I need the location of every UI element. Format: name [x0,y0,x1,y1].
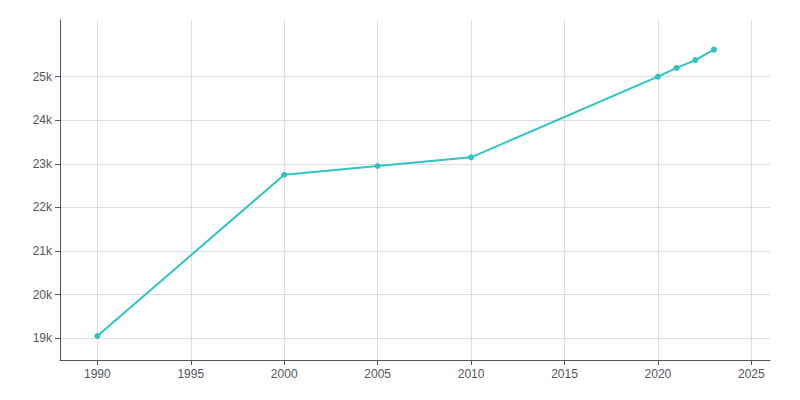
svg-text:2000: 2000 [271,367,298,381]
svg-text:2005: 2005 [364,367,391,381]
svg-text:1990: 1990 [84,367,111,381]
svg-text:23k: 23k [33,157,53,171]
svg-text:21k: 21k [33,244,53,258]
svg-text:24k: 24k [33,113,53,127]
svg-text:1995: 1995 [177,367,204,381]
svg-text:2015: 2015 [551,367,578,381]
svg-text:2010: 2010 [458,367,485,381]
svg-text:25k: 25k [33,70,53,84]
svg-text:22k: 22k [33,200,53,214]
svg-text:20k: 20k [33,288,53,302]
svg-text:2025: 2025 [738,367,765,381]
svg-text:2020: 2020 [645,367,672,381]
svg-text:19k: 19k [33,331,53,345]
